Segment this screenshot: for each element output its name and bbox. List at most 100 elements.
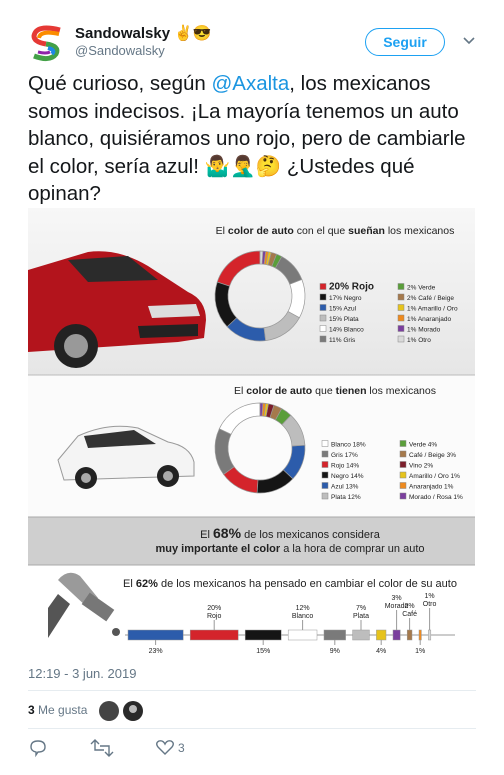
bar-value-label: 9%: [330, 648, 340, 655]
legend-label: 2% Verde: [407, 285, 436, 292]
text-segment: tienen: [336, 385, 367, 397]
legend-swatch: [399, 450, 407, 458]
legend-label: 15% Azul: [329, 306, 357, 313]
legend-label: Morado / Rosa 1%: [409, 494, 463, 501]
divider: [28, 690, 476, 691]
bar-value-label: 2%: [405, 603, 415, 610]
bar-segment: [127, 629, 184, 641]
chart-title: El 62% de los mexicanos ha pensado en ca…: [123, 578, 457, 590]
legend-label: Gris 17%: [331, 452, 358, 459]
mention-link[interactable]: @Axalta: [211, 72, 290, 95]
timestamp[interactable]: 12:19 - 3 jun. 2019: [28, 666, 137, 681]
legend-label: Anaranjado 1%: [409, 484, 454, 491]
legend-swatch: [399, 482, 407, 489]
legend-swatch: [319, 293, 327, 301]
text-segment: muy importante el color: [155, 543, 280, 555]
text-segment: color de auto: [246, 385, 312, 397]
legend-swatch: [397, 304, 405, 311]
donut-slice: [259, 250, 264, 265]
bar-category-label: Blanco: [292, 613, 314, 620]
legend-label: 1% Otro: [407, 337, 431, 344]
bar-segment: [287, 629, 318, 641]
legend-swatch: [397, 293, 405, 301]
menu-chevron[interactable]: [462, 36, 476, 46]
legend-label: Rojo 14%: [331, 463, 359, 470]
text-segment: de los mexicanos considera: [241, 529, 381, 541]
reply[interactable]: [30, 740, 46, 758]
bar-value-label: 4%: [376, 648, 386, 655]
legend-swatch: [321, 440, 329, 447]
text-segment: 62%: [136, 578, 158, 590]
bar-category-label: Rojo: [207, 613, 222, 620]
bar-value-label: 7%: [356, 605, 366, 612]
name[interactable]: Sandowalsky: [75, 25, 171, 42]
text-segment: los mexicanos: [367, 385, 436, 397]
legend-label: Azul 13%: [331, 484, 359, 491]
legend-label: Café / Beige 3%: [409, 452, 456, 459]
legend-label: Plata 12%: [331, 494, 361, 501]
legend-swatch: [399, 492, 407, 500]
text-segment: El: [200, 529, 213, 541]
legend-swatch: [399, 471, 407, 479]
text-segment: de los mexicanos ha pensado en cambiar e…: [158, 578, 457, 590]
likes[interactable]: 3 Me gusta: [28, 703, 87, 717]
bar-segment: [406, 629, 413, 641]
legend-swatch: [321, 492, 329, 500]
bar-segment: [376, 629, 387, 641]
text-segment: 68%: [213, 525, 242, 541]
legend-label: 14% Blanco: [329, 327, 364, 334]
bar-value-label: 3%: [392, 595, 402, 602]
legend-label: 1% Anaranjado: [407, 316, 451, 323]
name-emoji: ✌️😎: [174, 25, 212, 42]
bar-value-label: 12%: [296, 605, 310, 612]
legend-label: Verde 4%: [409, 442, 437, 449]
retweet[interactable]: [90, 739, 114, 757]
legend-swatch: [397, 283, 405, 290]
likes-count: 3: [28, 703, 35, 717]
legend-swatch: [319, 304, 327, 311]
legend-swatch: [319, 283, 327, 290]
legend-label: 1% Morado: [407, 327, 441, 334]
legend-label: 15% Plata: [329, 316, 359, 323]
legend-swatch: [397, 314, 405, 322]
actions: [30, 739, 174, 758]
legend-swatch: [321, 471, 329, 479]
text-segment: color de auto: [228, 225, 294, 237]
bar-segment: [352, 629, 370, 641]
like[interactable]: [156, 740, 174, 755]
bar-category-label: Plata: [353, 613, 369, 620]
avatar[interactable]: [26, 22, 70, 66]
bar-value-label: 20%: [207, 605, 221, 612]
liker-avatars[interactable]: [98, 700, 148, 722]
infographic[interactable]: El color de auto con el que sueñan los m…: [28, 208, 475, 655]
text-segment: que: [312, 385, 335, 397]
text-segment: El: [234, 385, 246, 397]
chart-title: El color de auto con el que sueñan los m…: [216, 225, 455, 237]
donut-slice: [259, 402, 264, 417]
legend-label: 2% Café / Beige: [407, 295, 454, 302]
handle[interactable]: @Sandowalsky: [75, 43, 165, 58]
white-car: [57, 425, 195, 489]
tweet-text: Qué curioso, según @Axalta, los mexicano…: [28, 70, 480, 208]
text-segment: El: [216, 225, 228, 237]
likes-label: Me gusta: [38, 703, 88, 717]
bar-value-label: 1%: [425, 593, 435, 600]
legend-swatch: [321, 450, 329, 458]
legend-swatch: [397, 335, 405, 343]
bar-segment: [244, 629, 282, 641]
user-name[interactable]: Sandowalsky ✌️😎: [75, 24, 212, 42]
bar-segment: [189, 629, 239, 641]
bar-segment: [392, 629, 401, 641]
legend-swatch: [321, 482, 329, 489]
legend-swatch: [399, 461, 407, 468]
tweet-segment: , los mexicanos somos indecisos. ¡La may…: [28, 72, 466, 205]
follow-button[interactable]: Seguir: [365, 28, 445, 56]
legend-label: Blanco 18%: [331, 442, 366, 449]
text-segment: con el que: [294, 225, 348, 237]
legend-label: Amarillo / Oro 1%: [409, 473, 460, 480]
bar-segment: [418, 629, 422, 641]
legend-label: Negro 14%: [331, 473, 364, 480]
bar-category-label: Otro: [423, 601, 437, 608]
bar-value-label: 1%: [415, 648, 425, 655]
spray-gun: [48, 572, 120, 638]
